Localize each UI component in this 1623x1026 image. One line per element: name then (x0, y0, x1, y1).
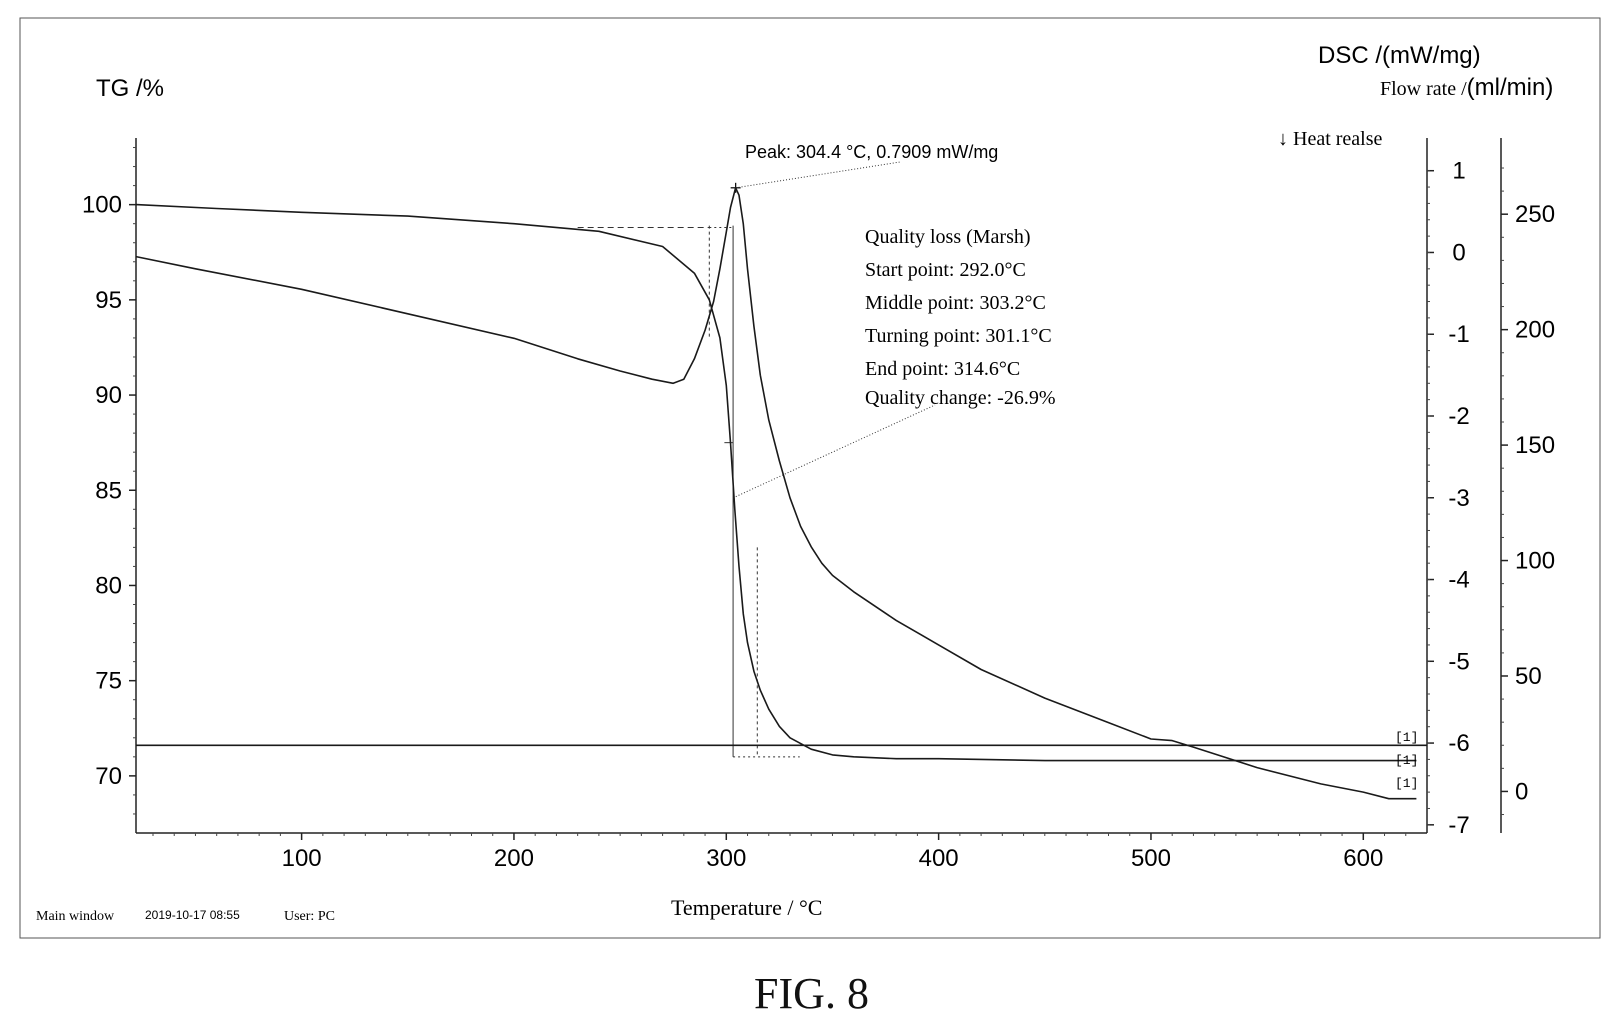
quality-loss-leader (732, 404, 936, 499)
axis-ticks: 100 200 300 400 500 60070758085909510010-1-2-… (82, 147, 1555, 872)
chart-frame (19, 17, 1601, 939)
flow-tick-label: 100 (1515, 548, 1555, 575)
annotations (577, 161, 936, 758)
tg-tick-label: 90 (95, 382, 122, 409)
tg-tick-label: 95 (95, 287, 122, 314)
tg-tick-label: 85 (95, 477, 122, 504)
x-tick-label: 500 (1131, 845, 1171, 872)
tg-tick-label: 100 (82, 192, 122, 219)
tg-axis-title: TG /% (96, 75, 164, 102)
footer-user: User: PC (284, 909, 335, 924)
data-curves (135, 187, 1427, 800)
flow-tick-label: 0 (1515, 778, 1528, 805)
dsc-curve (135, 187, 1417, 800)
dsc-tick-label: -6 (1448, 730, 1469, 757)
dsc-tick-label: -5 (1448, 648, 1469, 675)
quality-loss-turning: Turning point: 301.1°C (865, 325, 1052, 347)
x-tick-label: 100 (282, 845, 322, 872)
flow-axis-title-prefix: Flow rate / (1380, 78, 1467, 100)
tg-tick-label: 80 (95, 572, 122, 599)
footer-window-label: Main window (36, 909, 115, 924)
dsc-tick-label: -7 (1448, 812, 1469, 839)
curve-tag-tg: [1] (1395, 753, 1418, 768)
flow-tick-label: 200 (1515, 317, 1555, 344)
quality-loss-title: Quality loss (Marsh) (865, 226, 1031, 248)
flow-axis-title: Flow rate /(ml/min) (1380, 74, 1553, 101)
tg-tick-label: 70 (95, 763, 122, 790)
tg-curve (135, 203, 1417, 762)
x-tick-label: 400 (919, 845, 959, 872)
dsc-tick-label: -3 (1448, 485, 1469, 512)
quality-loss-middle: Middle point: 303.2°C (865, 292, 1046, 314)
flow-tick-label: 150 (1515, 432, 1555, 459)
quality-loss-end: End point: 314.6°C (865, 358, 1020, 380)
curve-tag-dsc: [1] (1395, 776, 1418, 791)
x-tick-label: 200 (494, 845, 534, 872)
figure-caption: FIG. 8 (754, 969, 869, 1018)
heat-release-label: ↓ Heat realse (1278, 128, 1383, 150)
dsc-tick-label: 0 (1452, 239, 1465, 266)
x-tick-label: 300 (706, 845, 746, 872)
flow-axis-title-unit: (ml/min) (1467, 74, 1554, 101)
flow-tick-label: 250 (1515, 201, 1555, 228)
quality-loss-change: Quality change: -26.9% (865, 387, 1056, 409)
dsc-tick-label: -4 (1448, 567, 1469, 594)
dsc-axis-title: DSC /(mW/mg) (1318, 42, 1481, 69)
peak-annotation: Peak: 304.4 °C, 0.7909 mW/mg (745, 142, 998, 162)
footer-timestamp: 2019-10-17 08:55 (145, 908, 240, 922)
curve-tag-flow: [1] (1395, 730, 1418, 745)
dsc-tick-label: 1 (1452, 158, 1465, 185)
peak-leader (735, 161, 901, 189)
dsc-tick-label: -1 (1448, 321, 1469, 348)
x-axis-title: Temperature / °C (671, 895, 822, 920)
x-tick-label: 600 (1343, 845, 1383, 872)
flow-tick-label: 50 (1515, 663, 1542, 690)
quality-loss-start: Start point: 292.0°C (865, 259, 1026, 281)
tg-tick-label: 75 (95, 668, 122, 695)
quality-loss-box: Quality loss (Marsh) Start point: 292.0°… (865, 226, 1056, 409)
dsc-tick-label: -2 (1448, 403, 1469, 430)
